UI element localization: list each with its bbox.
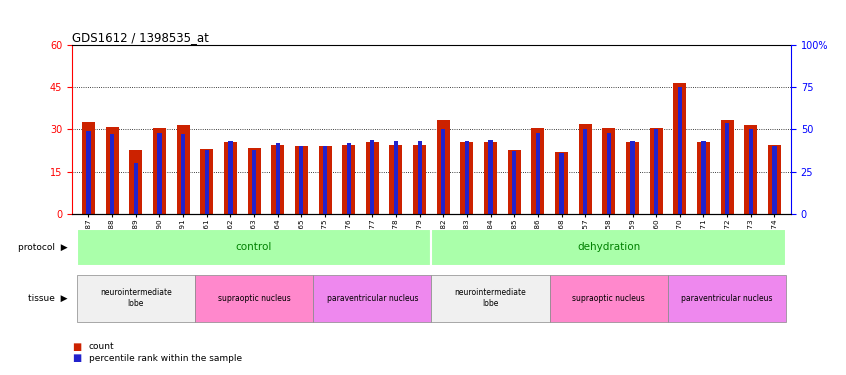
Text: percentile rank within the sample: percentile rank within the sample	[89, 354, 242, 363]
Bar	[195, 275, 313, 321]
Bar	[579, 124, 591, 214]
Bar	[272, 145, 284, 214]
Text: paraventricular nucleus: paraventricular nucleus	[327, 294, 418, 303]
Bar	[318, 146, 332, 214]
Bar	[508, 150, 521, 214]
Bar	[602, 128, 615, 214]
Bar	[82, 122, 95, 214]
Bar	[678, 87, 682, 214]
Bar	[768, 145, 781, 214]
Bar	[626, 142, 639, 214]
Bar	[697, 142, 710, 214]
Bar	[673, 83, 686, 214]
Bar	[654, 129, 658, 214]
Bar	[228, 141, 233, 214]
Text: ■: ■	[72, 353, 81, 363]
Text: count: count	[89, 342, 114, 351]
Bar	[181, 135, 185, 214]
Bar	[721, 120, 733, 214]
Bar	[205, 150, 209, 214]
Bar	[347, 143, 351, 214]
Bar	[295, 146, 308, 214]
Bar	[106, 127, 118, 214]
Bar	[342, 145, 355, 214]
Bar	[157, 133, 162, 214]
Bar	[371, 140, 375, 214]
Text: protocol  ▶: protocol ▶	[18, 243, 68, 252]
Bar	[668, 275, 786, 321]
Bar	[583, 129, 587, 214]
Bar	[607, 133, 611, 214]
Bar	[276, 143, 280, 214]
Bar	[394, 141, 398, 214]
Bar	[323, 146, 327, 214]
Bar	[772, 146, 777, 214]
Bar	[134, 163, 138, 214]
Bar	[512, 151, 516, 214]
Bar	[701, 141, 706, 214]
Bar	[86, 131, 91, 214]
Bar	[550, 275, 668, 321]
Bar	[153, 128, 166, 214]
Bar	[630, 141, 634, 214]
Text: ■: ■	[72, 342, 81, 352]
Bar	[431, 229, 786, 266]
Text: GDS1612 / 1398535_at: GDS1612 / 1398535_at	[72, 31, 209, 44]
Bar	[224, 142, 237, 214]
Bar	[248, 148, 261, 214]
Bar	[252, 150, 256, 214]
Bar	[418, 141, 422, 214]
Bar	[531, 128, 545, 214]
Bar	[299, 146, 304, 214]
Bar	[77, 229, 431, 266]
Text: control: control	[236, 243, 272, 252]
Bar	[441, 129, 445, 214]
Bar	[110, 135, 114, 214]
Bar	[201, 149, 213, 214]
Bar	[488, 140, 492, 214]
Bar	[650, 128, 662, 214]
Bar	[431, 275, 550, 321]
Text: paraventricular nucleus: paraventricular nucleus	[681, 294, 773, 303]
Bar	[129, 150, 142, 214]
Bar	[177, 125, 190, 214]
Bar	[749, 129, 753, 214]
Text: dehydration: dehydration	[577, 243, 640, 252]
Text: tissue  ▶: tissue ▶	[28, 294, 68, 303]
Text: supraoptic nucleus: supraoptic nucleus	[573, 294, 645, 303]
Bar	[77, 275, 195, 321]
Bar	[413, 145, 426, 214]
Bar	[313, 275, 431, 321]
Bar	[464, 141, 469, 214]
Text: neurointermediate
lobe: neurointermediate lobe	[454, 288, 526, 308]
Bar	[725, 123, 729, 214]
Bar	[437, 120, 450, 214]
Bar	[389, 145, 403, 214]
Text: neurointermediate
lobe: neurointermediate lobe	[100, 288, 172, 308]
Text: supraoptic nucleus: supraoptic nucleus	[217, 294, 290, 303]
Bar	[555, 152, 568, 214]
Bar	[744, 125, 757, 214]
Bar	[484, 142, 497, 214]
Bar	[365, 142, 379, 214]
Bar	[536, 133, 540, 214]
Bar	[559, 153, 563, 214]
Bar	[460, 142, 474, 214]
